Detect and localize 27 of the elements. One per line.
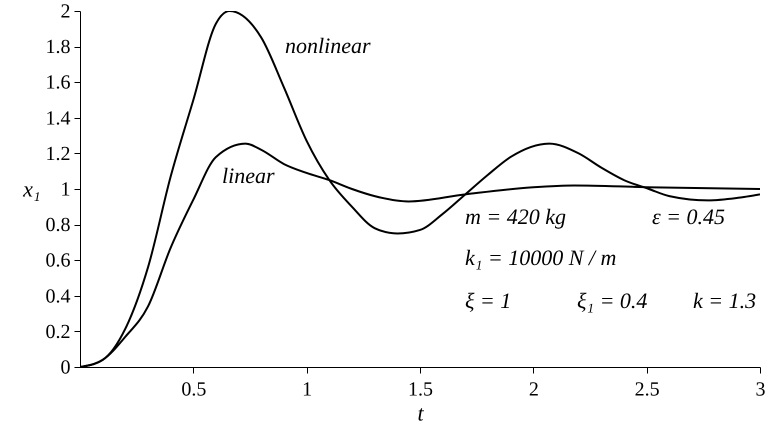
annotation: linear — [222, 163, 275, 188]
annotation: k₁ = 10000 N / m — [465, 245, 616, 270]
annotation: ξ = 1 — [465, 288, 512, 313]
x-tick-label: 3 — [756, 378, 766, 400]
y-tick-label: 0 — [60, 356, 70, 378]
x-tick-label: 0.5 — [181, 378, 206, 400]
x-tick-label: 1 — [302, 378, 312, 400]
y-tick-label: 0.8 — [46, 214, 70, 236]
y-tick-label: 1.8 — [46, 36, 70, 58]
y-tick-label: 1.4 — [46, 107, 70, 130]
x-tick-label: 2 — [528, 378, 539, 400]
y-tick-label: 0.6 — [46, 250, 70, 272]
x-tick-label: 1.5 — [408, 378, 433, 400]
x-axis-title: t — [417, 400, 424, 426]
y-tick-label: 0.2 — [46, 320, 70, 343]
x-tick-label: 2.5 — [634, 378, 660, 400]
y-axis-title: x₁ — [22, 176, 40, 202]
y-tick-label: 2 — [60, 0, 70, 22]
annotation: ε = 0.45 — [652, 204, 726, 229]
annotation: k = 1.3 — [693, 288, 756, 313]
y-tick-label: 0.4 — [46, 285, 70, 308]
y-tick-label: 1.2 — [46, 142, 70, 165]
annotation: ξ₁ = 0.4 — [577, 288, 648, 313]
annotation: m = 420 kg — [465, 204, 566, 229]
annotation: nonlinear — [285, 33, 371, 58]
y-tick-label: 1.6 — [46, 72, 70, 94]
y-tick-label: 1 — [60, 178, 70, 200]
